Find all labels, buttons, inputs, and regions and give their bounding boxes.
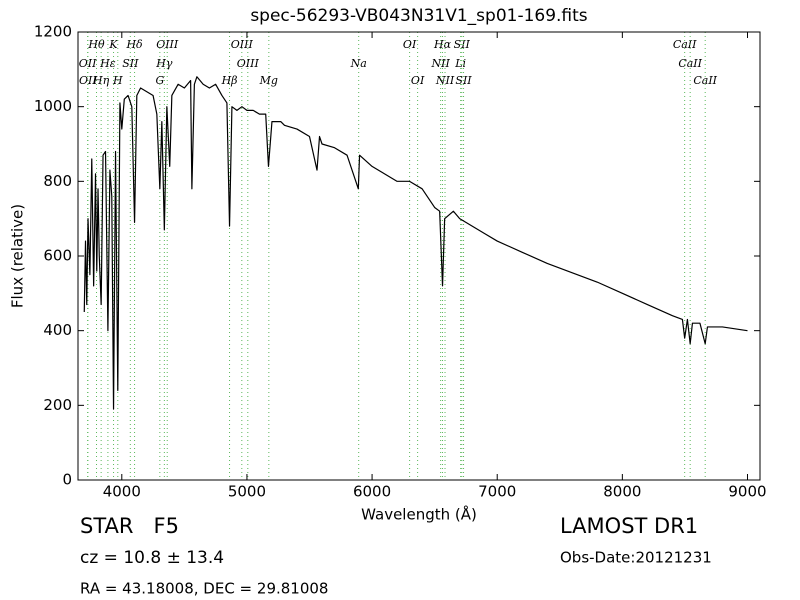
- x-tick-label: 5000: [228, 483, 266, 501]
- spectral-line-label: Hα: [433, 38, 452, 51]
- spectral-line-label: SII: [455, 74, 472, 87]
- spectrum-line: [83, 76, 748, 410]
- spectral-line-label: H: [112, 74, 123, 87]
- spectral-line-label: Mg: [259, 74, 278, 87]
- y-tick-label: 800: [43, 172, 72, 190]
- chart-title: spec-56293-VB043N31V1_sp01-169.fits: [250, 6, 587, 26]
- spectral-line-label: K: [108, 38, 118, 51]
- y-axis-label: Flux (relative): [9, 204, 27, 308]
- x-tick-label: 4000: [103, 483, 141, 501]
- redshift: cz = 10.8 ± 13.4: [80, 548, 224, 568]
- spectral-line-label: OIII: [237, 57, 260, 70]
- spectral-line-label: Li: [454, 57, 466, 70]
- spectral-line-label: OI: [411, 74, 425, 87]
- survey: LAMOST DR1: [560, 514, 698, 538]
- spectral-line-label: Hδ: [125, 38, 143, 51]
- spectral-line-label: Hε: [99, 57, 116, 70]
- x-tick-label: 6000: [353, 483, 391, 501]
- spectral-line-label: SII: [454, 38, 471, 51]
- spectral-line-label: Hη: [92, 74, 110, 87]
- spectral-line-label: SII: [122, 57, 139, 70]
- coordinates: RA = 43.18008, DEC = 29.81008: [80, 580, 328, 598]
- spectral-line-label: G: [155, 74, 164, 87]
- spectral-line-label: CaII: [693, 74, 717, 87]
- x-tick-label: 8000: [603, 483, 641, 501]
- spectral-line-label: Hγ: [155, 57, 173, 70]
- y-tick-label: 1000: [34, 97, 72, 115]
- y-tick-label: 200: [43, 396, 72, 414]
- x-axis-label: Wavelength (Å): [361, 505, 477, 524]
- y-tick-label: 600: [43, 247, 72, 265]
- spectral-line-label: NII: [430, 57, 450, 70]
- spectral-line-label: OII: [79, 74, 97, 87]
- x-tick-label: 9000: [728, 483, 766, 501]
- spectral-line-label: OII: [79, 57, 97, 70]
- spectral-line-label: CaII: [678, 57, 702, 70]
- obs-date: Obs-Date:20121231: [560, 549, 712, 567]
- y-tick-label: 1200: [34, 23, 72, 41]
- spectral-line-label: Hθ: [87, 38, 105, 51]
- spectral-line-label: Na: [350, 57, 367, 70]
- spectral-line-label: OIII: [156, 38, 179, 51]
- y-tick-label: 400: [43, 321, 72, 339]
- plot-frame: [77, 31, 761, 481]
- spectral-line-label: Hβ: [221, 74, 238, 87]
- object-class: STAR F5: [80, 514, 179, 538]
- spectral-line-label: OIII: [231, 38, 254, 51]
- y-tick-label: 0: [62, 471, 72, 489]
- spectral-line-label: NII: [435, 74, 455, 87]
- spectral-line-label: CaII: [673, 38, 697, 51]
- spectral-line-label: OI: [403, 38, 417, 51]
- x-tick-label: 7000: [478, 483, 516, 501]
